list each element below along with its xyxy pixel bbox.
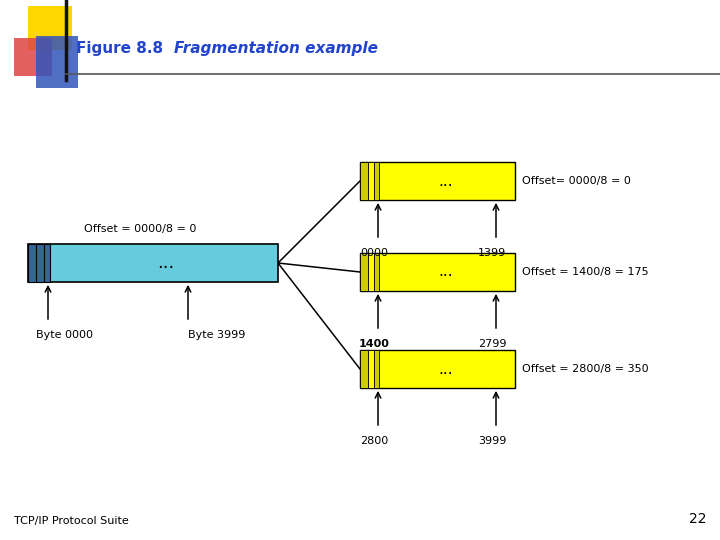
Text: ...: ... <box>438 265 453 280</box>
Bar <box>14 38 52 76</box>
Text: Fragmentation example: Fragmentation example <box>174 40 378 56</box>
Bar <box>360 253 515 291</box>
Bar <box>44 244 50 282</box>
Text: ...: ... <box>157 254 174 272</box>
Text: 0000: 0000 <box>360 248 388 258</box>
Bar <box>368 162 374 200</box>
Text: ...: ... <box>438 173 453 188</box>
Text: 3999: 3999 <box>478 436 506 446</box>
Bar <box>374 253 379 291</box>
Text: TCP/IP Protocol Suite: TCP/IP Protocol Suite <box>14 516 129 526</box>
Text: Byte 0000: Byte 0000 <box>36 330 93 340</box>
Bar <box>368 253 374 291</box>
Bar <box>368 350 374 388</box>
Bar <box>36 244 44 282</box>
Bar <box>374 162 379 200</box>
Bar <box>28 244 278 282</box>
Text: 22: 22 <box>688 512 706 526</box>
Text: Offset = 2800/8 = 350: Offset = 2800/8 = 350 <box>522 364 649 374</box>
Bar <box>28 244 36 282</box>
Bar <box>28 6 72 50</box>
Bar <box>374 350 379 388</box>
Bar <box>36 36 78 88</box>
Text: Byte 3999: Byte 3999 <box>188 330 246 340</box>
Text: Offset = 1400/8 = 175: Offset = 1400/8 = 175 <box>522 267 649 277</box>
Bar <box>360 350 515 388</box>
Bar <box>360 253 368 291</box>
Bar <box>360 162 515 200</box>
Bar <box>360 350 368 388</box>
Text: ...: ... <box>438 361 453 376</box>
Text: 2799: 2799 <box>478 339 506 349</box>
Text: Figure 8.8: Figure 8.8 <box>76 40 163 56</box>
Text: 1400: 1400 <box>359 339 390 349</box>
Text: 2800: 2800 <box>360 436 388 446</box>
Bar <box>360 162 368 200</box>
Text: Offset= 0000/8 = 0: Offset= 0000/8 = 0 <box>522 176 631 186</box>
Text: Offset = 0000/8 = 0: Offset = 0000/8 = 0 <box>84 224 196 234</box>
Text: 1399: 1399 <box>478 248 506 258</box>
